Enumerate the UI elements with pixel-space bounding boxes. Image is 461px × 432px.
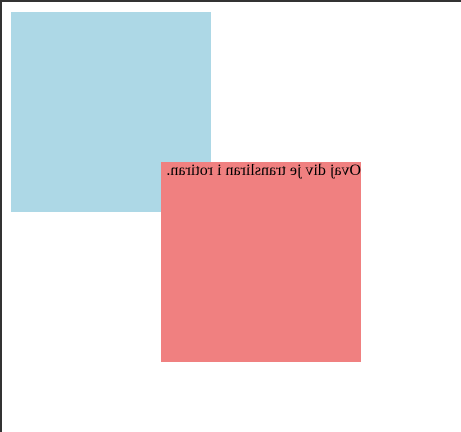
red-transformed-box: Ovaj div je transliran i rotiran. xyxy=(161,162,361,362)
red-box-text: Ovaj div je transliran i rotiran. xyxy=(166,162,361,179)
